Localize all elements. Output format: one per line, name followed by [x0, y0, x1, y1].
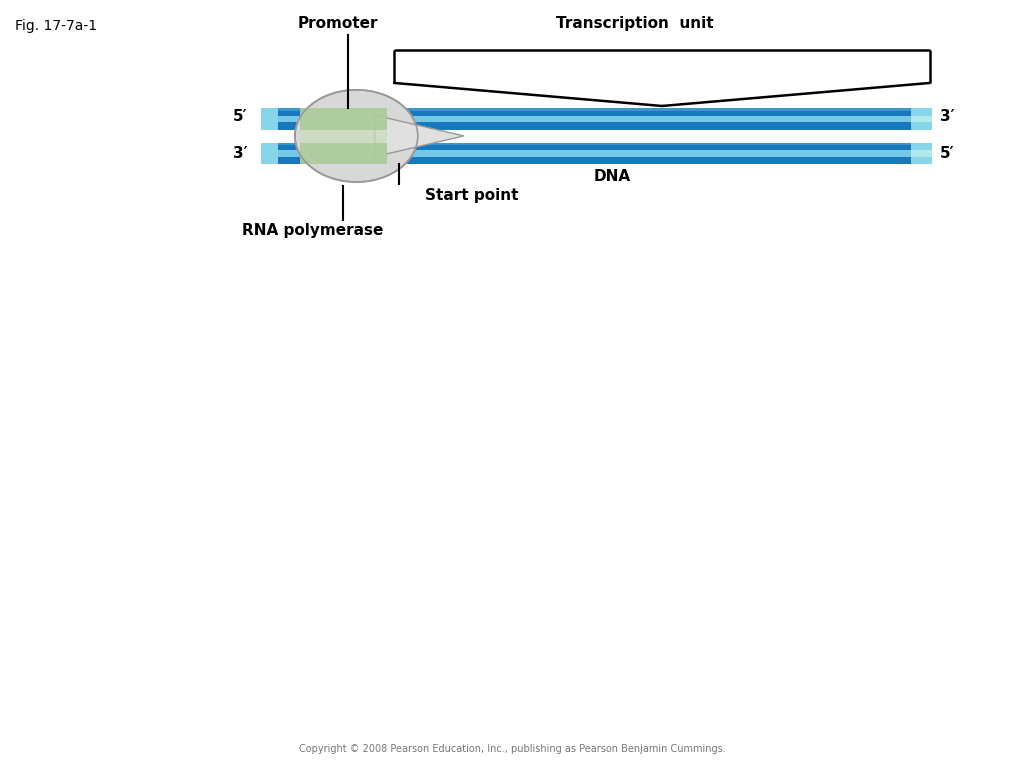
Bar	[261, 143, 932, 164]
Bar	[261, 108, 932, 111]
Text: Copyright © 2008 Pearson Education, Inc., publishing as Pearson Benjamin Cumming: Copyright © 2008 Pearson Education, Inc.…	[299, 744, 725, 754]
Polygon shape	[375, 115, 464, 157]
Bar	[300, 108, 387, 130]
Ellipse shape	[295, 90, 418, 182]
Bar	[261, 143, 278, 164]
Bar	[911, 151, 932, 157]
Bar	[261, 151, 932, 157]
Bar	[300, 143, 387, 164]
Bar	[300, 108, 387, 164]
Text: 3′: 3′	[233, 146, 248, 161]
Bar	[261, 116, 932, 122]
Text: Start point: Start point	[425, 188, 518, 204]
Bar	[261, 143, 932, 145]
Bar	[911, 116, 932, 122]
Text: RNA polymerase: RNA polymerase	[242, 223, 383, 238]
Text: Promoter: Promoter	[298, 15, 378, 31]
Bar	[261, 108, 932, 130]
Bar	[261, 108, 278, 130]
Text: DNA: DNA	[594, 169, 631, 184]
Text: 5′: 5′	[940, 146, 954, 161]
Text: Transcription  unit: Transcription unit	[556, 15, 714, 31]
Text: Fig. 17-7a-1: Fig. 17-7a-1	[15, 19, 97, 33]
Text: 3′: 3′	[940, 109, 954, 124]
Bar	[911, 143, 932, 164]
Bar	[911, 108, 932, 130]
Text: 5′: 5′	[233, 109, 248, 124]
